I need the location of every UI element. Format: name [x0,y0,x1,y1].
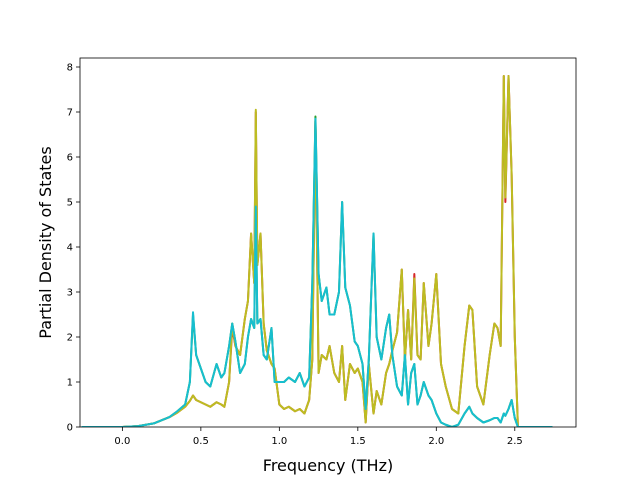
y-axis-label: Partial Density of States [36,146,55,338]
y-tick-label: 6 [67,153,73,164]
series-line-4 [81,117,553,427]
plot-frame [79,57,577,428]
y-tick-label: 1 [67,378,73,389]
y-tick-label: 3 [67,288,73,299]
x-tick-label: 1.5 [350,436,366,447]
x-tick-label: 1.0 [271,436,287,447]
y-axis: 0 1 2 3 4 5 6 7 8 [67,63,80,434]
y-tick-label: 7 [67,108,73,119]
y-tick-label: 2 [67,333,73,344]
y-tick-label: 0 [67,423,73,434]
x-axis-label: Frequency (THz) [263,456,393,475]
x-tick-label: 2.5 [507,436,523,447]
y-tick-label: 5 [67,198,73,209]
x-tick-label: 0.0 [114,436,130,447]
series-line-3 [81,75,553,427]
x-axis: 0.0 0.5 1.0 1.5 2.0 2.5 [114,427,523,447]
y-tick-label: 4 [67,243,73,254]
x-tick-label: 2.0 [428,436,444,447]
series-layer [81,75,553,427]
x-tick-label: 0.5 [193,436,209,447]
y-tick-label: 8 [67,63,73,74]
